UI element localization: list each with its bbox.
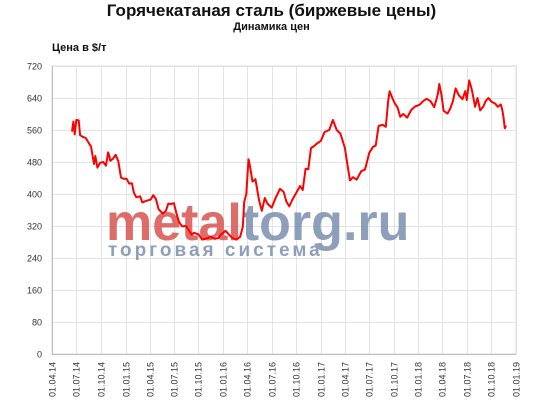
x-tick-label: 01.10.14	[97, 362, 107, 397]
chart-subtitle: Динамика цен	[233, 21, 310, 33]
y-tick-label: 80	[32, 318, 42, 328]
y-tick-label: 640	[27, 94, 42, 104]
x-tick-labels: 01.04.14 01.07.14 01.10.14 01.01.15 01.04.15…	[48, 362, 522, 397]
y-tick-label: 240	[27, 254, 42, 264]
watermark-logo-part2: torg	[242, 194, 343, 252]
x-tick-label: 01.04.18	[438, 362, 448, 397]
y-tick-label: 160	[27, 286, 42, 296]
x-tick-label: 01.10.17	[390, 362, 400, 397]
x-tick-label: 01.04.17	[341, 362, 351, 397]
y-tick-labels: 0 80 160 240 320 400 480 560 640 720	[27, 62, 42, 360]
x-tick-label: 01.10.15	[194, 362, 204, 397]
y-tick-label: 480	[27, 158, 42, 168]
x-tick-label: 01.07.15	[170, 362, 180, 397]
y-axis-label: Цена в $/т	[52, 42, 107, 54]
x-tick-label: 01.10.18	[487, 362, 497, 397]
watermark-tagline: торговая система	[108, 240, 323, 261]
watermark-logo: metaltorg.ru	[106, 194, 409, 252]
grid-lines	[51, 65, 517, 355]
x-tick-label: 01.01.17	[317, 362, 327, 397]
y-tick-label: 400	[27, 190, 42, 200]
x-tick-label: 01.07.17	[365, 362, 375, 397]
plot-area	[51, 65, 517, 355]
chart-title: Горячекатаная сталь (биржевые цены)	[106, 1, 437, 20]
y-tick-label: 320	[27, 222, 42, 232]
x-tick-label: 01.04.14	[48, 362, 58, 397]
watermark: metaltorg.ru торговая система	[106, 194, 409, 261]
x-tick-label: 01.04.15	[146, 362, 156, 397]
x-tick-label: 01.04.16	[243, 362, 253, 397]
x-tick-label: 01.01.15	[122, 362, 132, 397]
x-tick-label: 01.07.14	[72, 362, 82, 397]
watermark-logo-part3: .ru	[343, 194, 409, 252]
x-tick-label: 01.10.16	[292, 362, 302, 397]
y-tick-label: 720	[27, 62, 42, 72]
axes	[52, 66, 516, 355]
y-tick-label: 560	[27, 126, 42, 136]
y-tick-label: 0	[37, 350, 42, 360]
x-tick-label: 01.07.16	[268, 362, 278, 397]
x-tick-label: 01.07.18	[463, 362, 473, 397]
x-tick-label: 01.01.19	[512, 362, 522, 397]
series-line-1	[71, 79, 508, 241]
series-layer	[71, 79, 508, 241]
x-tick-label: 01.01.16	[219, 362, 229, 397]
x-tick-label: 01.01.18	[414, 362, 424, 397]
